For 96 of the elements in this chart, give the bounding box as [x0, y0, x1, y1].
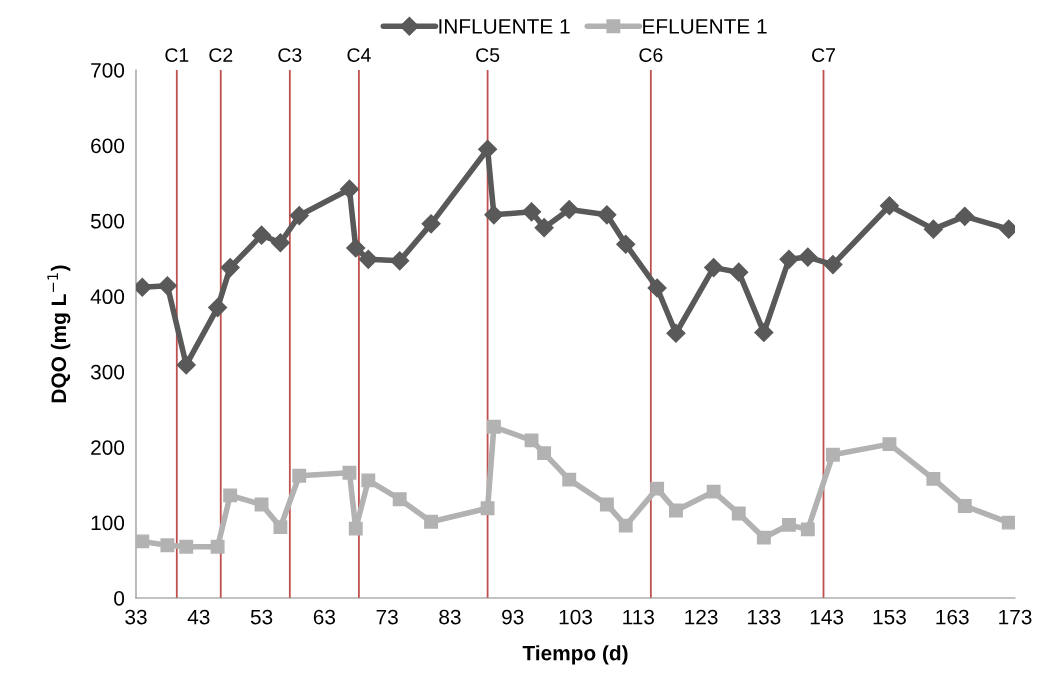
- point: [478, 139, 498, 159]
- point: [254, 497, 269, 512]
- point: [923, 219, 943, 239]
- point: [480, 501, 495, 516]
- point: [157, 276, 177, 296]
- point: [731, 506, 746, 521]
- point: [524, 433, 539, 448]
- point: [223, 488, 238, 503]
- x-tick-label: 143: [810, 609, 844, 625]
- x-tick-label: 103: [559, 609, 592, 625]
- x-tick-label: 43: [187, 609, 210, 625]
- point: [647, 278, 667, 298]
- y-tick-label: 0: [114, 591, 125, 606]
- point: [342, 465, 357, 480]
- legend-label: EFLUENTE 1: [643, 19, 767, 34]
- point: [729, 262, 749, 282]
- point: [650, 481, 665, 496]
- ref-line-label: C7: [812, 48, 835, 62]
- y-tick-label: 500: [90, 213, 125, 229]
- point: [289, 206, 309, 226]
- point: [484, 205, 504, 225]
- point: [926, 471, 941, 486]
- x-tick-label: 123: [685, 609, 718, 625]
- x-tick-label: 133: [748, 609, 781, 625]
- x-tick-label: 113: [623, 609, 654, 625]
- point: [779, 249, 799, 269]
- point: [706, 484, 721, 499]
- point: [522, 202, 542, 222]
- point: [136, 534, 150, 549]
- point: [562, 472, 577, 487]
- ref-line-label: C2: [209, 48, 233, 62]
- point: [879, 196, 899, 216]
- point: [754, 322, 774, 343]
- point: [270, 233, 290, 253]
- point: [957, 499, 972, 513]
- x-tick-label: 33: [125, 609, 147, 625]
- point: [339, 179, 360, 199]
- point: [618, 518, 633, 533]
- point: [424, 514, 439, 529]
- point: [220, 258, 240, 278]
- point: [179, 539, 194, 554]
- point: [358, 249, 378, 269]
- point: [537, 446, 552, 461]
- y-tick-label: 100: [91, 515, 125, 531]
- x-tick-label: 63: [313, 609, 336, 625]
- y-tick-label: 400: [90, 289, 125, 305]
- point: [1001, 515, 1015, 530]
- ref-line-label: C5: [476, 48, 500, 62]
- point: [669, 503, 683, 518]
- y-tick-label: 600: [91, 138, 125, 154]
- x-tick-label: 73: [376, 609, 398, 625]
- point: [882, 437, 897, 452]
- ref-line-label: C6: [639, 48, 663, 62]
- point: [176, 355, 196, 375]
- point: [782, 517, 796, 532]
- ref-line-label: C4: [347, 48, 371, 62]
- point: [800, 522, 815, 537]
- point: [666, 323, 686, 343]
- point: [210, 539, 225, 554]
- ref-line-label: C1: [165, 48, 189, 62]
- point: [390, 251, 410, 271]
- y-axis-title: DQO (mg L$^{−1}$): [47, 265, 71, 403]
- point: [825, 447, 840, 462]
- point: [292, 468, 307, 483]
- y-tick-label: 700: [91, 63, 125, 78]
- point: [798, 247, 818, 267]
- point: [273, 520, 288, 535]
- point: [559, 200, 579, 220]
- legend-label: INFLUENTE 1: [439, 19, 570, 34]
- x-tick-label: 173: [999, 609, 1032, 625]
- x-axis-title: Tiempo (d): [522, 645, 628, 665]
- point: [421, 214, 441, 234]
- point: [361, 473, 376, 488]
- ref-line-label: C3: [278, 48, 302, 62]
- y-tick-label: 300: [90, 364, 125, 380]
- x-tick-label: 163: [936, 609, 969, 625]
- point: [252, 225, 272, 245]
- point: [599, 497, 614, 512]
- point: [616, 234, 636, 254]
- point: [704, 258, 724, 278]
- point: [346, 238, 366, 258]
- point: [348, 521, 363, 536]
- point: [756, 530, 771, 545]
- point: [486, 419, 501, 434]
- point: [823, 255, 843, 275]
- x-tick-label: 83: [439, 609, 461, 625]
- point: [534, 218, 554, 238]
- x-tick-label: 153: [873, 609, 906, 625]
- point: [160, 538, 175, 553]
- y-tick-label: 200: [91, 440, 125, 455]
- point: [955, 206, 975, 226]
- x-tick-label: 93: [502, 609, 524, 625]
- point: [597, 205, 617, 225]
- x-tick-label: 53: [250, 609, 273, 625]
- point: [208, 298, 228, 318]
- point: [392, 492, 407, 507]
